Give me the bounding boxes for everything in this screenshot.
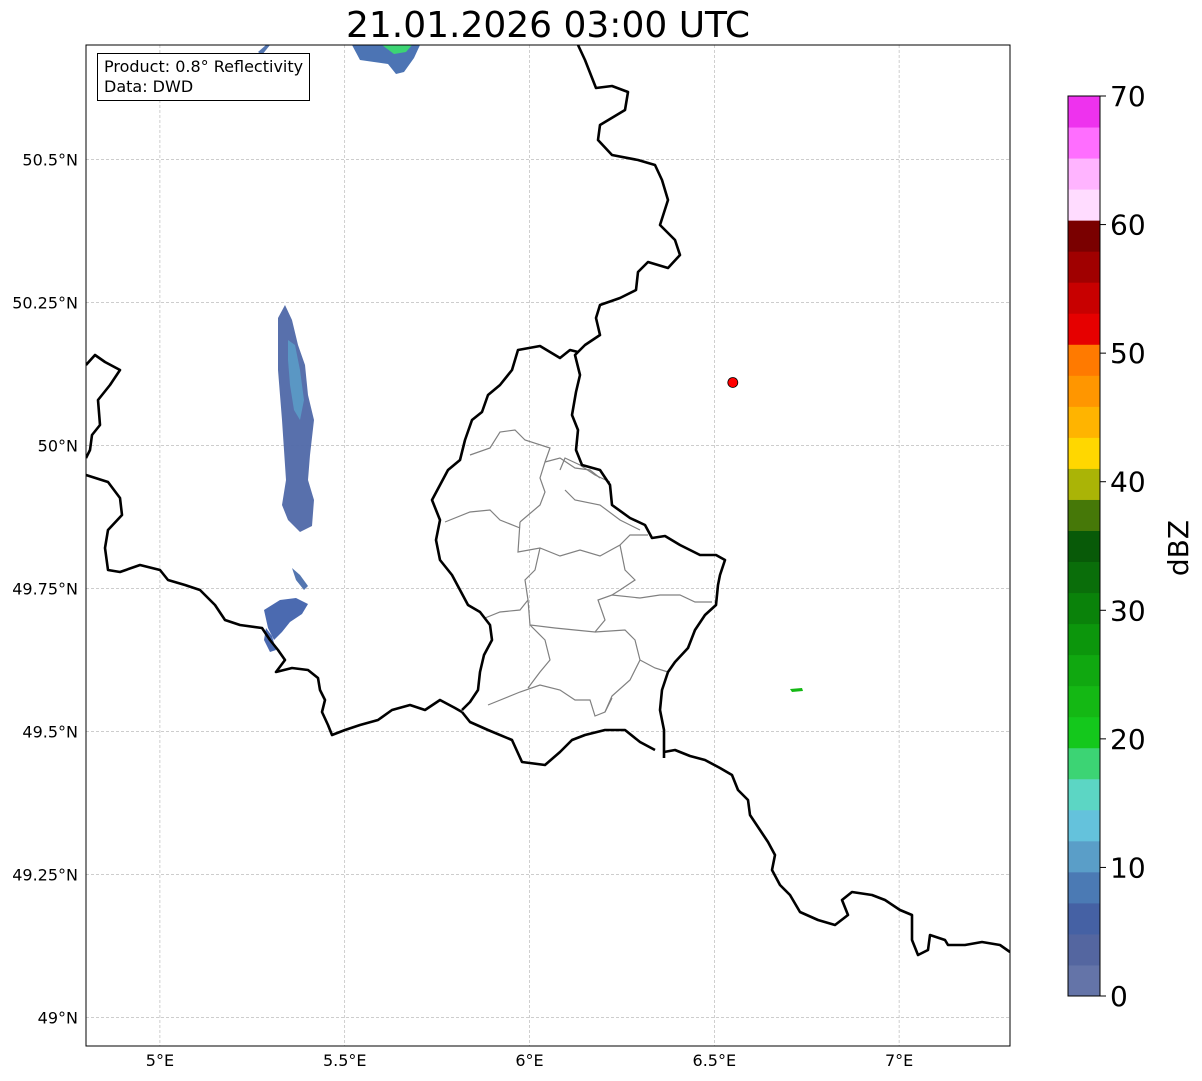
colorbar-segment xyxy=(1068,499,1100,531)
colorbar-segment xyxy=(1068,933,1100,966)
echo-streak-nw xyxy=(258,45,270,55)
info-data-source: Data: DWD xyxy=(104,77,194,96)
colorbar-segment xyxy=(1068,127,1100,159)
colorbar-tick-label: 40 xyxy=(1110,466,1146,499)
longitude-labels: 5°E 5.5°E 6°E 6.5°E 7°E xyxy=(146,1051,913,1070)
echo-core-west xyxy=(288,340,304,420)
colorbar-segment xyxy=(1068,251,1100,283)
info-box: Product: 0.8° Reflectivity Data: DWD xyxy=(97,53,311,101)
colorbar-segment xyxy=(1068,623,1100,656)
colorbar-tick-label: 0 xyxy=(1110,980,1128,1013)
info-product: Product: 0.8° Reflectivity xyxy=(104,57,304,76)
echo-cluster-west xyxy=(278,305,314,532)
border-luxembourg-west xyxy=(430,344,579,711)
colorbar-outline xyxy=(1067,95,1101,997)
lat-tick-label: 50°N xyxy=(38,436,78,455)
lon-tick-label: 5.5°E xyxy=(323,1051,367,1070)
border-belgium-germany xyxy=(570,45,727,758)
colorbar-segment xyxy=(1068,809,1100,842)
colorbar xyxy=(1067,95,1101,997)
lon-tick-label: 7°E xyxy=(885,1051,913,1070)
district-boundaries xyxy=(444,429,712,717)
echo-small-east xyxy=(790,688,803,692)
colorbar-segment xyxy=(1068,406,1100,438)
lat-tick-label: 49.25°N xyxy=(12,865,78,884)
colorbar-segment xyxy=(1068,871,1100,904)
radar-echoes xyxy=(258,45,803,692)
graticule xyxy=(86,45,1010,1046)
colorbar-tick-label: 30 xyxy=(1110,594,1146,627)
colorbar-segment xyxy=(1068,313,1100,345)
colorbar-segment xyxy=(1068,840,1100,873)
colorbar-tick-label: 10 xyxy=(1110,851,1146,884)
colorbar-segment xyxy=(1068,685,1100,718)
lon-tick-label: 5°E xyxy=(146,1051,174,1070)
colorbar-segment xyxy=(1068,592,1100,625)
colorbar-label: dBZ xyxy=(1162,520,1195,576)
map-title: 21.01.2026 03:00 UTC xyxy=(345,5,751,46)
latitude-labels: 50.5°N 50.25°N 50°N 49.75°N 49.5°N 49.25°N 49°… xyxy=(12,150,78,1027)
colorbar-segment xyxy=(1068,778,1100,811)
colorbar-segment xyxy=(1068,220,1100,252)
lat-tick-label: 49.75°N xyxy=(12,579,78,598)
colorbar-tick-label: 20 xyxy=(1110,723,1146,756)
colorbar-segment xyxy=(1068,96,1100,128)
colorbar-tick-label: 50 xyxy=(1110,337,1146,370)
echo-streak-mid xyxy=(292,568,308,590)
lon-tick-label: 6°E xyxy=(515,1051,543,1070)
colorbar-segment xyxy=(1068,654,1100,687)
map-frame-border xyxy=(85,44,1011,1047)
lat-tick-label: 50.5°N xyxy=(22,150,78,169)
colorbar-segment xyxy=(1068,468,1100,500)
colorbar-segment xyxy=(1068,561,1100,594)
radar-site-marker xyxy=(727,377,739,388)
echo-north-core xyxy=(382,45,412,54)
lat-tick-label: 49°N xyxy=(38,1008,78,1027)
colorbar-tick-label: 60 xyxy=(1110,209,1146,242)
border-france-germany xyxy=(663,748,1010,957)
colorbar-segment xyxy=(1068,189,1100,221)
colorbar-segment xyxy=(1068,437,1100,469)
colorbar-segment xyxy=(1068,964,1100,997)
colorbar-ticks: 0 10 20 30 40 50 60 70 xyxy=(1100,80,1146,1013)
national-borders xyxy=(86,45,1010,957)
colorbar-segment xyxy=(1068,344,1100,376)
colorbar-tick-label: 70 xyxy=(1110,80,1146,113)
colorbar-segment xyxy=(1068,747,1100,780)
colorbar-segment xyxy=(1068,902,1100,935)
border-belgium-france-north xyxy=(86,353,122,459)
colorbar-segment xyxy=(1068,282,1100,314)
colorbar-segment xyxy=(1068,375,1100,407)
colorbar-segment xyxy=(1068,158,1100,190)
colorbar-segment xyxy=(1068,716,1100,749)
echo-north xyxy=(352,45,420,74)
echo-cluster-south xyxy=(264,598,308,640)
lat-tick-label: 49.5°N xyxy=(22,722,78,741)
lon-tick-label: 6.5°E xyxy=(693,1051,737,1070)
border-belgium-france xyxy=(86,473,463,737)
lat-tick-label: 50.25°N xyxy=(12,293,78,312)
border-lux-south xyxy=(460,711,656,767)
colorbar-segment xyxy=(1068,530,1100,563)
